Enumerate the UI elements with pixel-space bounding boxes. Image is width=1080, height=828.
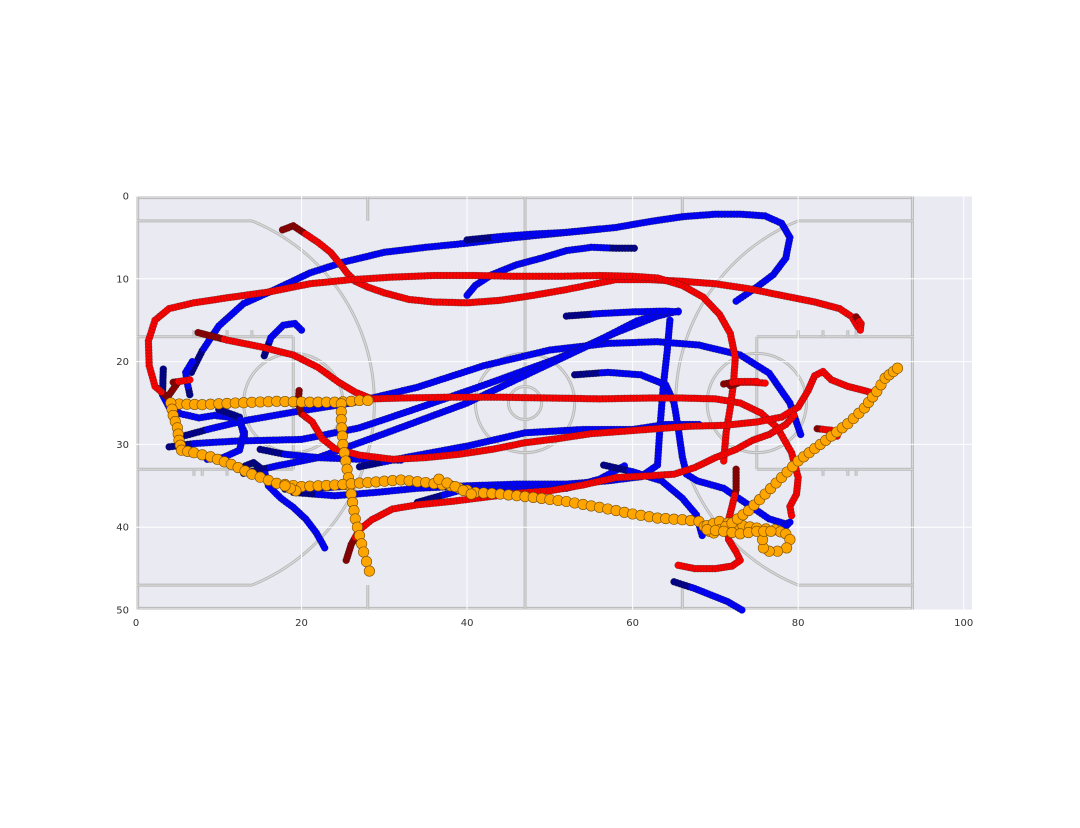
ball-track-0-point-24	[362, 394, 374, 407]
ball-track-1-point-18	[358, 546, 370, 558]
red-team-track-5-point-12	[761, 379, 769, 387]
x-tick-label-100: 100	[954, 618, 973, 629]
blue-team-track-6-point-42	[321, 544, 329, 552]
x-tick-label-60: 60	[626, 618, 639, 629]
y-tick-label-40: 40	[116, 523, 129, 534]
ball-track-7-point-4	[465, 488, 477, 500]
ball-track-4-point-35	[891, 362, 904, 374]
red-team-track-1-point-229	[787, 511, 796, 520]
y-tick-label-50: 50	[116, 606, 129, 617]
blue-team-track-5-point-20	[297, 326, 306, 334]
blue-team-track-4-point-243	[732, 297, 740, 305]
blue-team-track-12-point-25	[738, 606, 746, 614]
blue-team-track-14-point-61	[463, 291, 471, 300]
ball-track-1-point-19	[360, 556, 373, 568]
blue-team-track-1-point-217	[797, 430, 805, 439]
player-tracks	[144, 210, 904, 614]
red-team-track-7-point-56	[674, 561, 682, 569]
center-circle-inner-ring-inner	[507, 385, 543, 421]
blue-team-track-13-point-44	[595, 225, 604, 233]
red-team-track-10-point-6	[186, 376, 194, 384]
blue-team-track-8-point-37	[674, 308, 682, 316]
series-red-team	[144, 222, 877, 573]
red-team-track-6-point-11	[753, 377, 761, 386]
y-tick-label-10: 10	[116, 274, 129, 285]
left-three-point-arc-inner	[251, 220, 375, 586]
y-tick-label-20: 20	[116, 357, 129, 368]
ball-track-5-point-8	[765, 525, 777, 537]
y-tick-label-30: 30	[116, 440, 129, 451]
right-ft-circle-inner	[706, 352, 807, 454]
blue-team-track-19-point-12	[188, 357, 196, 366]
red-team-track-4-point-163	[790, 411, 798, 420]
ball-track-1-point-20	[363, 565, 375, 577]
x-tick-label-80: 80	[792, 618, 805, 629]
x-tick-label-0: 0	[133, 618, 139, 629]
x-axis: 0 20 40 60 80 100	[133, 618, 973, 629]
x-tick-label-40: 40	[461, 618, 474, 629]
y-tick-label-0: 0	[123, 192, 129, 203]
x-tick-label-20: 20	[295, 618, 308, 629]
y-axis: 0 10 20 30 40 50	[116, 192, 129, 617]
blue-team-track-7-point-165	[666, 316, 674, 324]
ball-track-6-point-2	[279, 480, 291, 492]
red-team-track-9-point-6	[856, 326, 864, 334]
